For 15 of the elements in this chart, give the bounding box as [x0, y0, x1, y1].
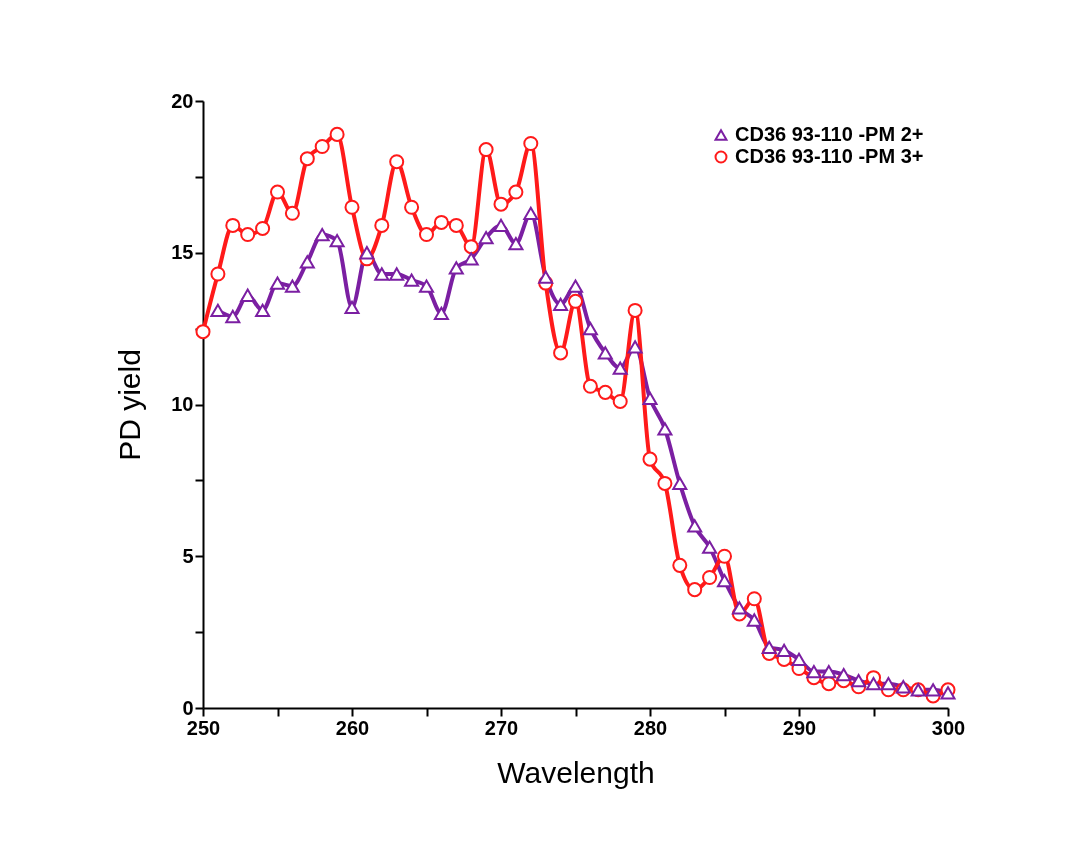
y-tick-label: 15	[171, 241, 194, 264]
x-tick-label: 300	[931, 716, 966, 739]
x-tick-label: 290	[782, 716, 817, 739]
y-tick-label: 10	[171, 393, 194, 415]
x-tick-label: 280	[633, 716, 668, 739]
y-axis-title: PD yield	[113, 349, 147, 461]
x-axis-title: Wavelength	[497, 755, 655, 789]
x-tick-label: 260	[335, 716, 370, 739]
legend-label: CD36 93-110 -PM 3+	[735, 145, 924, 167]
x-tick-label: 250	[186, 716, 221, 739]
legend-label: CD36 93-110 -PM 2+	[735, 123, 924, 145]
x-tick-label: 270	[484, 716, 519, 739]
y-tick-label: 0	[182, 696, 194, 719]
y-tick-label: 5	[182, 544, 194, 567]
y-tick-label: 20	[171, 89, 194, 112]
